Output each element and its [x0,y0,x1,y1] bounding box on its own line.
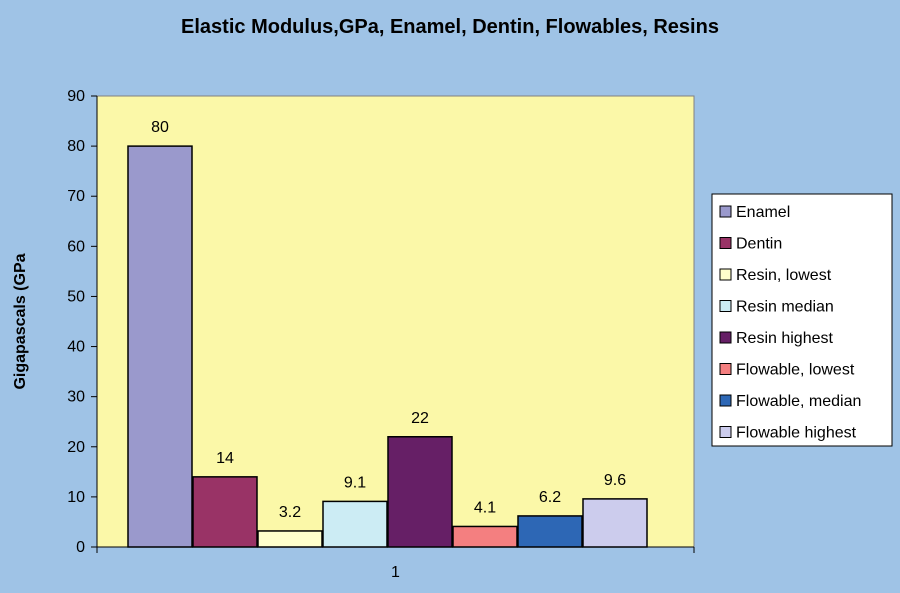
data-label: 80 [151,119,169,136]
bar [322,500,388,548]
data-label: 6.2 [539,489,561,506]
bar [192,476,258,548]
data-label: 22 [411,410,429,427]
bar [257,530,323,548]
data-label: 4.1 [474,499,496,516]
legend-item: Flowable, median [736,393,861,410]
y-tick-label: 10 [67,489,85,506]
legend-swatch [719,205,732,218]
legend-swatch [719,300,732,312]
bar [452,525,518,548]
y-tick-label: 20 [67,439,85,456]
legend-swatch [719,394,732,407]
y-tick-label: 80 [67,138,85,155]
legend [711,193,893,447]
y-axis-label: Gigapascals (GPa [12,253,29,389]
legend-item: Flowable, lowest [736,362,855,379]
y-tick-label: 50 [67,288,85,305]
y-tick-label: 40 [67,339,85,356]
y-tick-label: 30 [67,389,85,406]
bar [517,515,583,548]
legend-swatch [719,237,732,249]
legend-swatch [719,268,732,281]
legend-swatch [719,426,732,438]
legend-swatch [719,331,732,344]
x-tick-label: 1 [391,564,400,581]
data-label: 3.2 [279,504,301,521]
y-tick-label: 90 [67,88,85,105]
bar [387,436,453,548]
y-tick-label: 60 [67,238,85,255]
legend-item: Enamel [736,204,790,221]
legend-item: Resin, lowest [736,267,832,284]
legend-item: Flowable highest [736,425,857,442]
chart-title: Elastic Modulus,GPa, Enamel, Dentin, Flo… [181,16,719,38]
bar [127,145,193,548]
legend-item: Resin highest [736,330,834,347]
legend-swatch [719,363,732,375]
legend-item: Dentin [736,236,782,253]
data-label: 9.6 [604,472,626,489]
y-tick-label: 70 [67,188,85,205]
legend-item: Resin median [736,299,834,316]
bar [582,498,648,548]
data-label: 9.1 [344,474,366,491]
data-label: 14 [216,450,234,467]
y-tick-label: 0 [76,539,85,556]
